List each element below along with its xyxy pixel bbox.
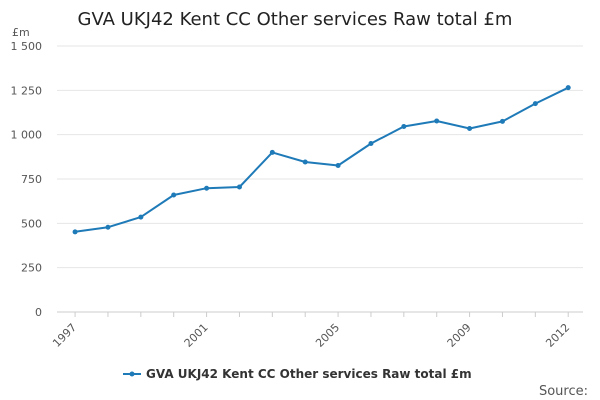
x-tick-label: 2012 — [543, 321, 572, 350]
data-point[interactable] — [335, 163, 341, 169]
x-tick-label: 2009 — [445, 321, 474, 350]
data-point[interactable] — [401, 124, 407, 130]
data-point[interactable] — [532, 101, 538, 107]
data-point[interactable] — [269, 149, 275, 155]
data-point[interactable] — [171, 192, 177, 198]
y-axis: 0 250 500 750 1 000 1 250 1 500 — [11, 40, 43, 319]
y-tick-label: 0 — [35, 306, 42, 319]
series-line — [74, 86, 569, 233]
legend-label: GVA UKJ42 Kent CC Other services Raw tot… — [146, 367, 472, 381]
x-tick-label: 2001 — [182, 321, 211, 350]
data-point[interactable] — [434, 118, 440, 124]
grid — [57, 45, 583, 313]
y-tick-label: 1 500 — [11, 40, 43, 53]
y-tick-label: 1 000 — [11, 129, 43, 142]
data-point[interactable] — [368, 141, 374, 147]
legend[interactable]: GVA UKJ42 Kent CC Other services Raw tot… — [123, 367, 472, 381]
y-tick-label: 250 — [21, 262, 42, 275]
chart-title: GVA UKJ42 Kent CC Other services Raw tot… — [78, 9, 513, 30]
data-point[interactable] — [105, 224, 111, 230]
data-point[interactable] — [72, 229, 78, 235]
source-label: Source: — [539, 384, 588, 399]
data-point[interactable] — [499, 118, 505, 124]
data-point[interactable] — [467, 125, 473, 131]
data-point[interactable] — [138, 214, 144, 220]
data-point[interactable] — [236, 184, 242, 190]
data-point[interactable] — [565, 85, 571, 91]
legend-marker — [129, 371, 135, 377]
x-tick-label: 1997 — [50, 321, 79, 350]
y-tick-label: 500 — [21, 217, 42, 230]
y-tick-label: 1 250 — [11, 84, 43, 97]
x-axis: 1997 2001 2005 2009 2012 — [50, 312, 572, 350]
data-point[interactable] — [204, 185, 210, 191]
series-layer — [72, 85, 571, 235]
data-point[interactable] — [302, 159, 308, 165]
y-unit-label: £m — [12, 26, 30, 39]
x-tick-label: 2005 — [313, 321, 342, 350]
y-tick-label: 750 — [21, 173, 42, 186]
